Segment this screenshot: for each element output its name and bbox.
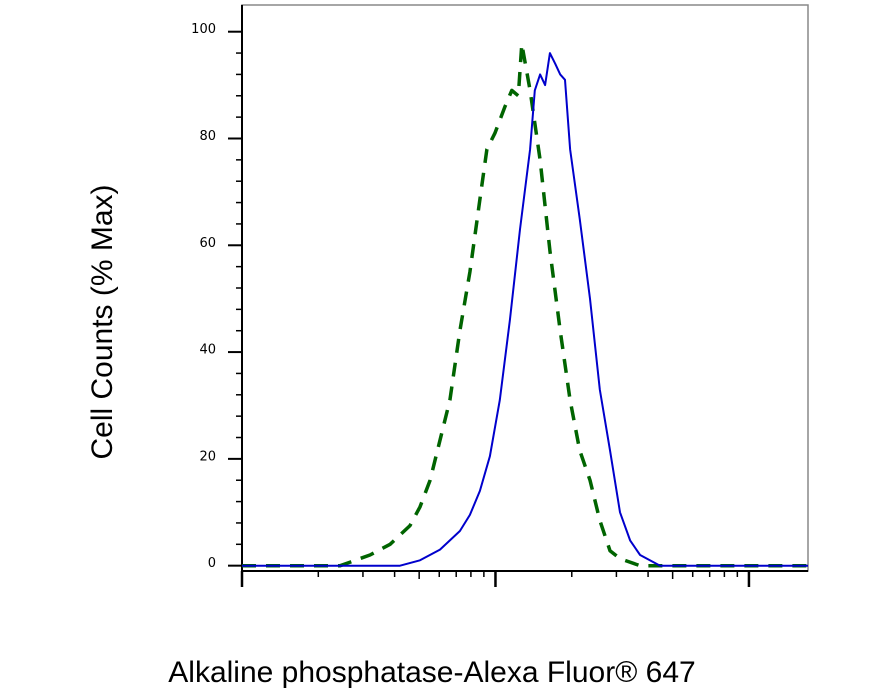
- y-tick-label: 20: [199, 449, 216, 464]
- y-axis-title: Cell Counts (% Max): [86, 184, 119, 459]
- histogram-line: [242, 52, 808, 567]
- plot-frame: [241, 4, 809, 572]
- y-tick-label: 60: [199, 236, 216, 251]
- y-tick-label: 80: [199, 129, 216, 144]
- x-axis-title: Alkaline phosphatase-Alexa Fluor® 647: [168, 656, 695, 689]
- histogram-line: [242, 42, 808, 568]
- y-tick-label: 100: [191, 22, 216, 37]
- y-tick-label: 40: [199, 343, 216, 358]
- y-tick-label: 0: [208, 556, 216, 571]
